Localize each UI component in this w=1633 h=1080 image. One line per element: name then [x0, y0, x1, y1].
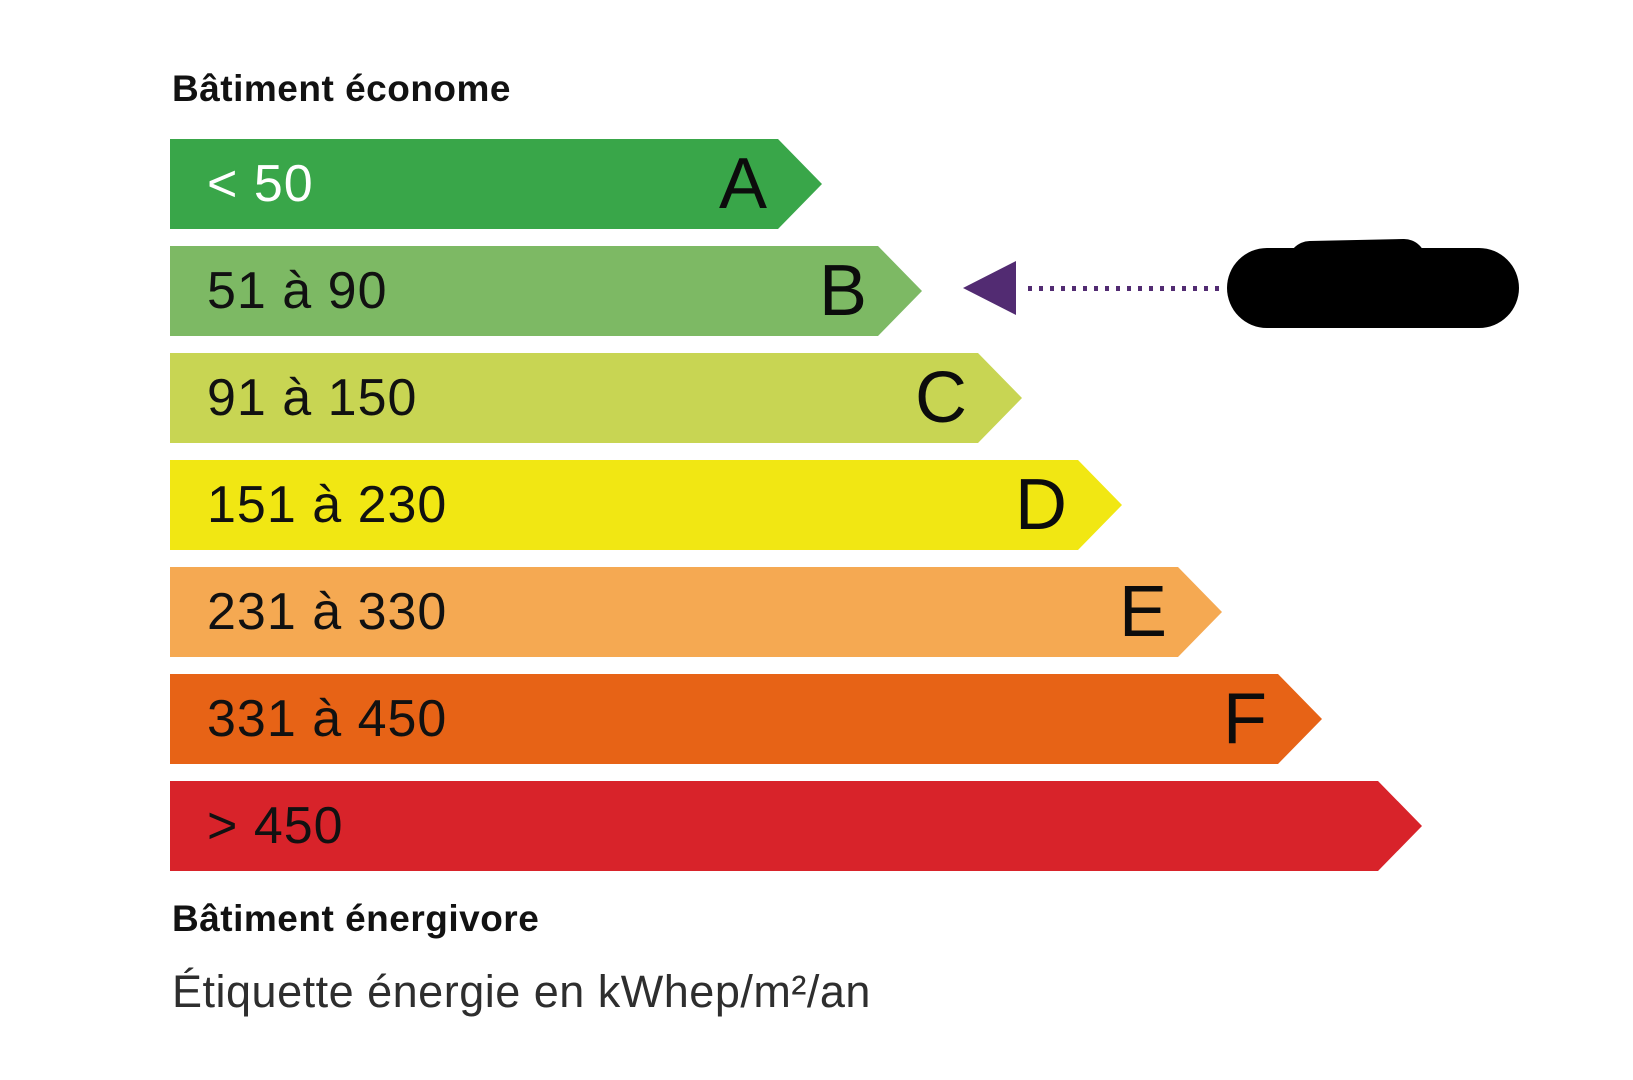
redacted-value-blob-bump [1287, 238, 1427, 286]
header-batiment-econome: Bâtiment économe [172, 68, 512, 109]
dotted-connector-line [1028, 286, 1222, 291]
energy-label-caption: Étiquette énergie en kWhep/m²/an [172, 966, 871, 1017]
energy-grade-e: E [1118, 572, 1167, 652]
header-batiment-energivore: Bâtiment énergivore [172, 898, 540, 939]
energy-grade-c: C [915, 358, 967, 438]
energy-range-g: > 450 [207, 797, 344, 855]
energy-range-a: < 50 [207, 155, 314, 213]
energy-grade-a: A [718, 144, 767, 224]
energy-range-f: 331 à 450 [207, 690, 448, 748]
energy-bar-e: 231 à 330 E [170, 567, 1222, 657]
energy-range-e: 231 à 330 [207, 583, 448, 641]
energy-range-b: 51 à 90 [207, 262, 388, 320]
energy-bar-b: 51 à 90 B [170, 246, 922, 336]
energy-grade-f: F [1223, 679, 1267, 759]
arrow-left-icon [963, 261, 1016, 315]
energy-grade-b: B [818, 251, 867, 331]
energy-bar-c: 91 à 150 C [170, 353, 1022, 443]
energy-bar-g: > 450 [170, 781, 1422, 871]
energy-grade-d: D [1015, 465, 1067, 545]
energy-bar-a: < 50 A [170, 139, 822, 229]
energy-bar-d: 151 à 230 D [170, 460, 1122, 550]
energy-bar-f: 331 à 450 F [170, 674, 1322, 764]
energy-range-d: 151 à 230 [207, 476, 448, 534]
energy-range-c: 91 à 150 [207, 369, 418, 427]
